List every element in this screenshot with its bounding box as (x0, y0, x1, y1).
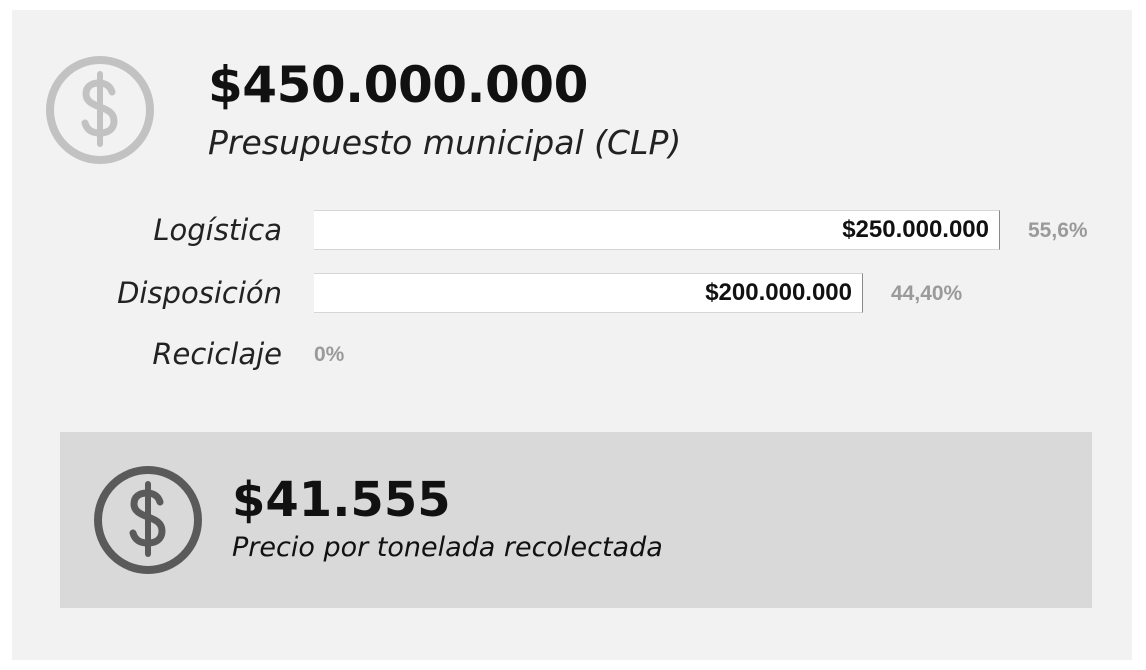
price-per-ton-amount: $41.555 (232, 472, 451, 528)
category-label: Disposición (117, 276, 282, 310)
bar: $200.000.000 (314, 273, 863, 313)
budget-caption: Presupuesto municipal (CLP) (208, 123, 682, 162)
budget-card: $450.000.000 Presupuesto municipal (CLP)… (12, 10, 1132, 660)
percent-label: 55,6% (1028, 219, 1088, 242)
price-per-ton-caption: Precio por tonelada recolectada (232, 532, 663, 563)
category-label: Reciclaje (152, 337, 282, 371)
price-per-ton-box: $41.555 Precio por tonelada recolectada (60, 432, 1092, 608)
bar: $250.000.000 (314, 210, 1000, 250)
dollar-coin-icon (44, 54, 156, 166)
budget-amount: $450.000.000 (208, 56, 588, 114)
budget-breakdown-chart: Logística $250.000.000 55,6% Disposición $20… (12, 206, 1132, 386)
dollar-coin-icon (92, 464, 204, 576)
percent-label: 0% (314, 343, 345, 366)
bar-value-label: $200.000.000 (705, 279, 852, 306)
percent-label: 44,40% (891, 282, 963, 305)
category-label: Logística (153, 213, 282, 247)
bar-value-label: $250.000.000 (842, 216, 989, 243)
